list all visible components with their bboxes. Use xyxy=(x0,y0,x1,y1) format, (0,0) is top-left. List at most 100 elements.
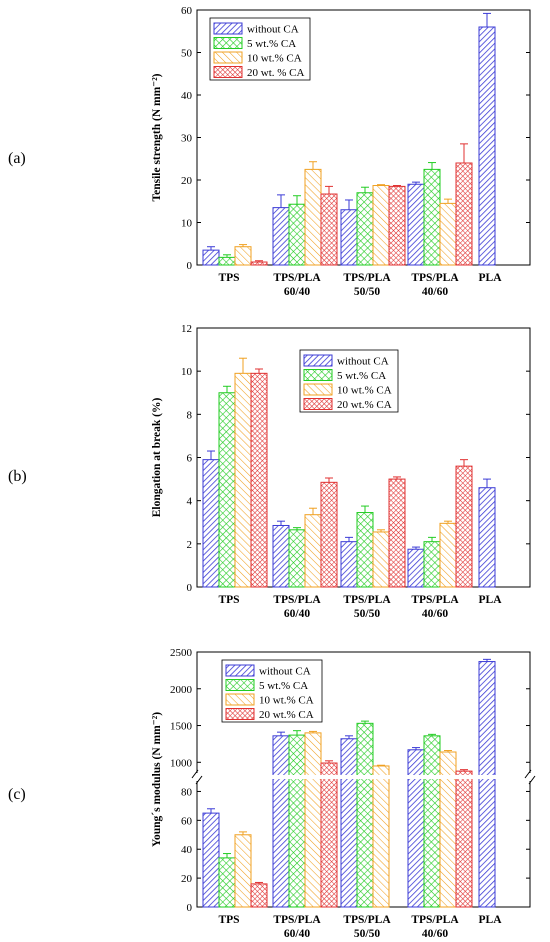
bar xyxy=(356,192,374,266)
bar xyxy=(320,762,338,908)
bar xyxy=(234,372,252,588)
legend-swatch xyxy=(213,22,243,35)
axis-break-mask-right xyxy=(528,773,538,781)
y-tick-label: 40 xyxy=(181,844,193,856)
x-category-label: TPS/PLA xyxy=(411,272,459,284)
x-category-label: 40/60 xyxy=(422,286,448,298)
x-category-label: TPS/PLA xyxy=(343,594,391,606)
legend-swatch xyxy=(213,37,243,49)
x-category-label: TPS/PLA xyxy=(273,914,321,926)
bar xyxy=(304,732,322,908)
legend-label: 20 wt.% CA xyxy=(259,709,314,721)
bar xyxy=(423,168,441,266)
bar xyxy=(439,202,457,266)
x-category-label: 50/50 xyxy=(354,928,380,940)
y-tick-label: 60 xyxy=(181,815,193,827)
bar xyxy=(372,531,390,588)
x-category-label: TPS xyxy=(218,914,239,926)
x-category-label: 40/60 xyxy=(422,928,448,940)
axis-break-gap xyxy=(198,775,529,779)
bar xyxy=(218,857,236,908)
y-axis-title: Young´s modulus (N mm⁻²) xyxy=(151,712,163,847)
y-tick-label: 40 xyxy=(181,90,193,102)
x-category-label: 50/50 xyxy=(354,286,380,298)
legend: without CA 5 wt.% CA 10 wt.% CA 20 wt.% CA xyxy=(221,659,323,723)
legend-label: 5 wt.% CA xyxy=(247,38,296,50)
y-tick-label: 2500 xyxy=(170,647,193,659)
panel-label: (c) xyxy=(8,786,26,803)
bar xyxy=(320,193,338,266)
bar xyxy=(455,162,473,266)
x-category-label: TPS/PLA xyxy=(411,594,459,606)
x-category-label: 50/50 xyxy=(354,608,380,620)
chart-panel-c: (c) Young´s modulus (N mm⁻²) 0 20 40 60 80 1000… xyxy=(8,647,538,940)
legend-swatch xyxy=(225,708,255,720)
legend-label: 10 wt.% CA xyxy=(259,695,314,707)
legend-label: without CA xyxy=(259,666,311,678)
y-tick-label: 60 xyxy=(181,5,193,17)
axis-break-mark xyxy=(528,775,536,785)
legend-label: without CA xyxy=(337,356,389,368)
y-tick-label: 10 xyxy=(181,366,193,378)
chart-panel-b: (b) Elongation at break (%) 0 2 4 6 8 10 12 TPS TP… xyxy=(8,323,531,620)
bar xyxy=(250,883,268,908)
y-tick-label: 80 xyxy=(181,786,193,798)
x-category-label: TPS/PLA xyxy=(343,914,391,926)
x-category-label: PLA xyxy=(479,272,503,284)
axis-break-mark xyxy=(191,769,199,779)
bar xyxy=(455,770,473,908)
y-axis-title: Tensile strength (N mm⁻²) xyxy=(151,73,163,201)
legend: without CA 5 wt.% CA 10 wt.% CA 20 wt.% CA xyxy=(299,349,399,413)
bar xyxy=(250,261,268,266)
bar xyxy=(407,749,425,908)
x-category-label: TPS/PLA xyxy=(411,914,459,926)
y-tick-label: 2000 xyxy=(170,684,193,696)
bar xyxy=(439,522,457,588)
bar xyxy=(234,834,252,908)
chart-panel-a: (a) Tensile strength (N mm⁻²) 0 10 20 30 40 50 6… xyxy=(8,5,531,298)
legend: without CA 5 wt.% CA 10 wt.% CA 20 wt. % CA xyxy=(209,17,311,81)
bar xyxy=(407,548,425,588)
legend-swatch xyxy=(303,354,333,367)
y-tick-label: 10 xyxy=(181,218,193,230)
bar xyxy=(388,185,406,266)
x-category-label: PLA xyxy=(479,914,503,926)
y-tick-label: 30 xyxy=(181,133,193,145)
x-category-label: TPS/PLA xyxy=(343,272,391,284)
legend-label: 20 wt. % CA xyxy=(247,67,305,79)
legend-label: 10 wt.% CA xyxy=(337,385,392,397)
bar xyxy=(250,372,268,588)
x-category-label: TPS/PLA xyxy=(273,594,321,606)
x-category-label: TPS/PLA xyxy=(273,272,321,284)
bar xyxy=(304,168,322,266)
bar xyxy=(320,481,338,588)
bar xyxy=(478,661,496,908)
y-tick-label: 4 xyxy=(187,496,193,508)
y-tick-label: 0 xyxy=(187,582,193,594)
legend-swatch xyxy=(213,51,243,64)
bar xyxy=(340,541,358,588)
y-tick-label: 0 xyxy=(187,260,193,272)
bar xyxy=(372,765,390,908)
bar xyxy=(272,524,290,588)
legend-swatch xyxy=(303,398,333,410)
panel-label: (a) xyxy=(8,150,26,167)
legend-swatch xyxy=(213,66,243,78)
bar xyxy=(340,738,358,908)
y-tick-label: 1000 xyxy=(170,757,193,769)
bar xyxy=(218,256,236,266)
bar xyxy=(218,392,236,588)
bar xyxy=(288,529,306,588)
x-category-label: 40/60 xyxy=(422,608,448,620)
bar xyxy=(288,734,306,908)
legend-label: 10 wt.% CA xyxy=(247,53,302,65)
axis-break-mark xyxy=(195,775,203,785)
bar xyxy=(478,487,496,588)
y-tick-label: 8 xyxy=(187,409,193,421)
bar xyxy=(340,209,358,266)
legend-label: 20 wt.% CA xyxy=(337,399,392,411)
y-tick-label: 12 xyxy=(181,323,192,335)
y-tick-label: 6 xyxy=(187,453,193,465)
bar xyxy=(272,207,290,266)
